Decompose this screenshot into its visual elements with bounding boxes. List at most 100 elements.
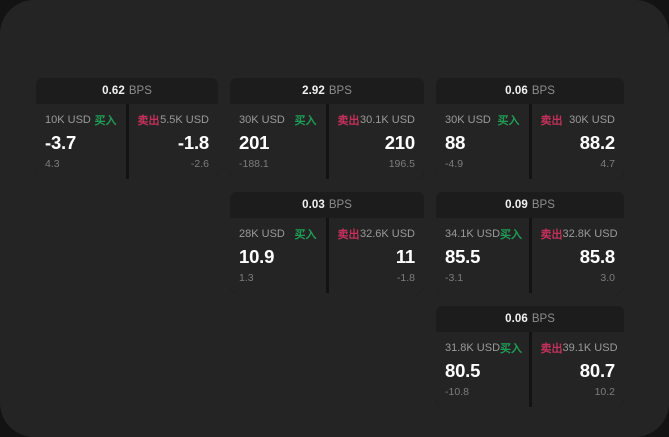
buy-value: -3.7 [45, 132, 77, 153]
sell-size-label: 39.1K USD [562, 342, 618, 354]
buy-panel-header: 31.8K USD 买入 [445, 341, 522, 355]
quote-card[interactable]: 0.62 BPS 10K USD 买入 -3.7 4.3 [36, 78, 218, 179]
buy-action-badge: 买入 [500, 229, 523, 241]
buy-panel-header: 10K USD 买入 [45, 113, 117, 127]
sell-action-badge: 卖出 [540, 115, 563, 127]
sell-panel[interactable]: 卖出 32.8K USD 85.8 3.0 [531, 218, 624, 293]
buy-value: 10.9 [239, 246, 275, 267]
buy-panel[interactable]: 34.1K USD 买入 85.5 -3.1 [436, 218, 529, 293]
bps-unit-label: BPS [531, 313, 555, 325]
sell-sub-value: 4.7 [600, 158, 615, 170]
sell-value: -1.8 [177, 132, 209, 153]
buy-size-label: 34.1K USD [445, 228, 501, 240]
bps-value: 0.62 [102, 85, 125, 97]
sell-sub-value: 196.5 [388, 158, 415, 170]
buy-size-label: 30K USD [445, 114, 491, 126]
buy-sub-value: 1.3 [239, 272, 254, 284]
buy-action-badge: 买入 [294, 115, 317, 127]
buy-panel-header: 28K USD 买入 [239, 227, 317, 241]
buy-panel[interactable]: 31.8K USD 买入 80.5 -10.8 [436, 332, 529, 407]
sell-panel[interactable]: 卖出 30K USD 88.2 4.7 [531, 104, 624, 179]
bps-value: 2.92 [302, 85, 325, 97]
quote-card[interactable]: 0.06 BPS 31.8K USD 买入 80.5 -10.8 [436, 306, 624, 407]
buy-panel-header: 30K USD 买入 [239, 113, 317, 127]
sell-panel-header: 卖出 30.1K USD [338, 113, 416, 127]
bps-unit-label: BPS [128, 85, 152, 97]
card-body: 10K USD 买入 -3.7 4.3 卖出 5.5K USD -1.8 [36, 104, 218, 179]
sell-size-label: 32.6K USD [359, 228, 415, 240]
buy-sub-value: 4.3 [45, 158, 60, 170]
quote-card-board: 0.62 BPS 10K USD 买入 -3.7 4.3 [36, 78, 634, 407]
buy-action-badge: 买入 [94, 115, 117, 127]
sell-action-badge: 卖出 [137, 115, 160, 127]
buy-sub-value: -3.1 [445, 272, 464, 284]
sell-panel-header: 卖出 32.6K USD [338, 227, 416, 241]
buy-action-badge: 买入 [294, 229, 317, 241]
buy-sub-value: -10.8 [445, 386, 469, 398]
buy-panel[interactable]: 30K USD 买入 201 -188.1 [230, 104, 326, 179]
buy-sub-value: -4.9 [445, 158, 464, 170]
sell-panel[interactable]: 卖出 39.1K USD 80.7 10.2 [531, 332, 624, 407]
quote-card[interactable]: 0.03 BPS 28K USD 买入 10.9 1.3 [230, 192, 424, 293]
sell-value: 80.7 [579, 360, 615, 381]
sell-panel[interactable]: 卖出 5.5K USD -1.8 -2.6 [128, 104, 218, 179]
sell-sub-value: -2.6 [190, 158, 209, 170]
buy-size-label: 31.8K USD [445, 342, 501, 354]
sell-size-label: 5.5K USD [160, 114, 209, 126]
card-header: 0.03 BPS [230, 192, 424, 218]
buy-value: 80.5 [445, 360, 481, 381]
sell-value: 210 [384, 132, 415, 153]
buy-panel[interactable]: 10K USD 买入 -3.7 4.3 [36, 104, 126, 179]
quote-card[interactable]: 0.09 BPS 34.1K USD 买入 85.5 -3.1 [436, 192, 624, 293]
sell-sub-value: 10.2 [594, 386, 615, 398]
buy-size-label: 10K USD [45, 114, 91, 126]
sell-panel-header: 卖出 39.1K USD [540, 341, 618, 355]
bps-unit-label: BPS [531, 199, 555, 211]
card-header: 0.09 BPS [436, 192, 624, 218]
card-body: 30K USD 买入 201 -188.1 卖出 30.1K USD 210 [230, 104, 424, 179]
card-header: 2.92 BPS [230, 78, 424, 104]
sell-action-badge: 卖出 [337, 115, 360, 127]
buy-panel[interactable]: 28K USD 买入 10.9 1.3 [230, 218, 326, 293]
buy-value: 85.5 [445, 246, 481, 267]
sell-size-label: 30.1K USD [359, 114, 415, 126]
sell-action-badge: 卖出 [540, 229, 563, 241]
card-body: 31.8K USD 买入 80.5 -10.8 卖出 39.1K USD 80 [436, 332, 624, 407]
sell-panel[interactable]: 卖出 30.1K USD 210 196.5 [328, 104, 424, 179]
bps-value: 0.06 [505, 313, 528, 325]
buy-value: 201 [239, 132, 270, 153]
buy-sub-value: -188.1 [239, 158, 269, 170]
buy-panel-header: 34.1K USD 买入 [445, 227, 523, 241]
sell-panel-header: 卖出 32.8K USD [540, 227, 618, 241]
buy-panel[interactable]: 30K USD 买入 88 -4.9 [436, 104, 529, 179]
quote-card[interactable]: 0.06 BPS 30K USD 买入 88 -4.9 [436, 78, 624, 179]
sell-action-badge: 卖出 [540, 343, 563, 355]
bps-value: 0.03 [302, 199, 325, 211]
quote-card[interactable]: 2.92 BPS 30K USD 买入 201 -188.1 [230, 78, 424, 179]
buy-panel-header: 30K USD 买入 [445, 113, 520, 127]
bps-unit-label: BPS [328, 199, 352, 211]
quote-column-1: 0.62 BPS 10K USD 买入 -3.7 4.3 [36, 78, 218, 179]
card-header: 0.06 BPS [436, 306, 624, 332]
quote-column-3: 0.06 BPS 30K USD 买入 88 -4.9 [436, 78, 624, 407]
quote-column-2: 2.92 BPS 30K USD 买入 201 -188.1 [230, 78, 424, 293]
buy-value: 88 [445, 132, 466, 153]
sell-size-label: 32.8K USD [562, 228, 618, 240]
bps-unit-label: BPS [531, 85, 555, 97]
bps-unit-label: BPS [328, 85, 352, 97]
card-header: 0.62 BPS [36, 78, 218, 104]
card-body: 28K USD 买入 10.9 1.3 卖出 32.6K USD 11 [230, 218, 424, 293]
sell-value: 88.2 [579, 132, 615, 153]
sell-action-badge: 卖出 [337, 229, 360, 241]
bps-value: 0.06 [505, 85, 528, 97]
card-body: 34.1K USD 买入 85.5 -3.1 卖出 32.8K USD 85. [436, 218, 624, 293]
buy-size-label: 30K USD [239, 114, 285, 126]
card-body: 30K USD 买入 88 -4.9 卖出 30K USD 88.2 [436, 104, 624, 179]
sell-value: 11 [395, 246, 415, 267]
sell-panel-header: 卖出 5.5K USD [138, 113, 210, 127]
buy-action-badge: 买入 [497, 115, 520, 127]
card-header: 0.06 BPS [436, 78, 624, 104]
sell-panel[interactable]: 卖出 32.6K USD 11 -1.8 [328, 218, 424, 293]
